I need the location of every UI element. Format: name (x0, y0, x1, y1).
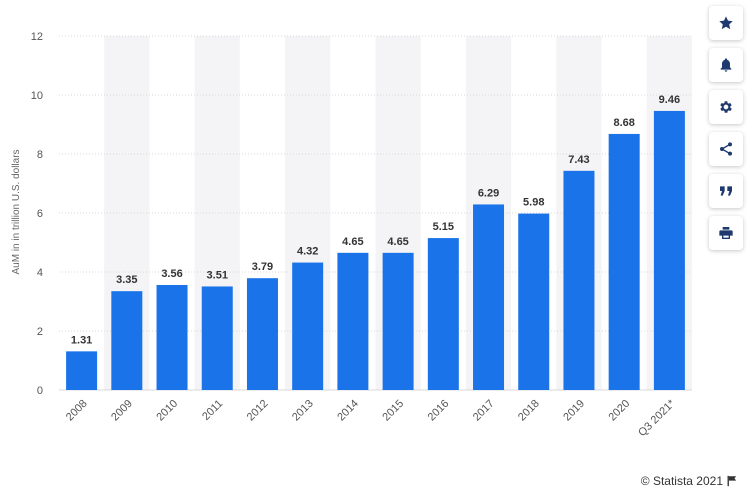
bar (382, 252, 414, 390)
x-tick-label: 2017 (471, 398, 497, 424)
x-axis-ticks: 2008 2009 2010 2011 2012 2013 2014 2015 2016 2017… (64, 397, 678, 439)
data-label: 8.68 (613, 117, 634, 129)
bar (427, 238, 459, 390)
y-axis-ticks: 0 2 4 6 8 10 12 (31, 31, 43, 397)
data-label: 7.43 (568, 154, 589, 166)
x-tick-label: 2015 (380, 398, 406, 424)
bar-chart: 0 2 4 6 8 10 12 1.31 3.35 3.56 3.51 3.79 4.32 4.65 4.… (11, 31, 692, 439)
data-label: 3.56 (161, 268, 182, 280)
data-label: 1.31 (71, 334, 92, 346)
cite-button[interactable] (709, 174, 743, 208)
x-tick-label: 2016 (426, 398, 452, 424)
x-tick-label: 2011 (200, 398, 225, 423)
flag-icon (727, 475, 737, 487)
data-label: 6.29 (478, 187, 499, 199)
bar (563, 170, 595, 390)
y-tick-label: 8 (37, 149, 43, 161)
copyright-credit: © Statista 2021 (641, 474, 738, 488)
x-tick-label: 2012 (245, 398, 271, 424)
bar (518, 213, 550, 390)
y-tick-label: 0 (37, 385, 43, 397)
data-label: 9.46 (659, 94, 680, 106)
print-icon (719, 227, 733, 239)
y-tick-label: 4 (37, 267, 43, 279)
bell-icon (720, 58, 732, 72)
x-tick-label: 2019 (561, 398, 587, 424)
notification-button[interactable] (709, 48, 743, 82)
credit-text: © Statista 2021 (640, 474, 723, 488)
x-tick-label: 2014 (335, 398, 361, 424)
bar (337, 252, 369, 390)
x-tick-label: Q3 2021* (636, 397, 678, 439)
y-tick-label: 12 (31, 31, 43, 43)
bar (292, 262, 324, 390)
bar (246, 278, 278, 390)
print-button[interactable] (709, 216, 743, 250)
data-label: 3.35 (116, 274, 137, 286)
bar (653, 110, 685, 391)
star-icon (719, 16, 733, 30)
share-button[interactable] (709, 132, 743, 166)
favorite-button[interactable] (709, 6, 743, 40)
x-tick-label: 2009 (109, 398, 135, 424)
data-label: 4.65 (387, 236, 408, 248)
y-axis-label: AuM in in trillion U.S. dollars (11, 149, 22, 274)
x-tick-label: 2018 (516, 398, 542, 424)
data-label: 4.32 (297, 246, 318, 258)
data-label: 3.51 (207, 269, 228, 281)
bar (66, 351, 98, 390)
bar (608, 133, 640, 390)
data-labels: 1.31 3.35 3.56 3.51 3.79 4.32 4.65 4.65 5.15 6.29… (71, 94, 680, 346)
data-label: 4.65 (342, 236, 363, 248)
share-icon (720, 142, 732, 156)
x-tick-label: 2020 (607, 398, 633, 424)
data-label: 5.15 (433, 221, 454, 233)
y-tick-label: 10 (31, 90, 43, 102)
y-tick-label: 6 (37, 208, 43, 220)
bars (66, 110, 685, 391)
data-label: 5.98 (523, 197, 544, 209)
x-tick-label: 2010 (154, 398, 180, 424)
x-tick-label: 2008 (64, 398, 90, 424)
gear-icon (720, 101, 732, 113)
bar (111, 291, 143, 390)
bar (201, 286, 233, 390)
settings-button[interactable] (709, 90, 743, 124)
chart-toolbar (706, 6, 746, 258)
bar (473, 204, 505, 390)
bar (156, 284, 188, 390)
y-tick-label: 2 (37, 326, 43, 338)
quote-icon (720, 186, 732, 196)
x-tick-label: 2013 (290, 398, 316, 424)
data-label: 3.79 (252, 261, 273, 273)
